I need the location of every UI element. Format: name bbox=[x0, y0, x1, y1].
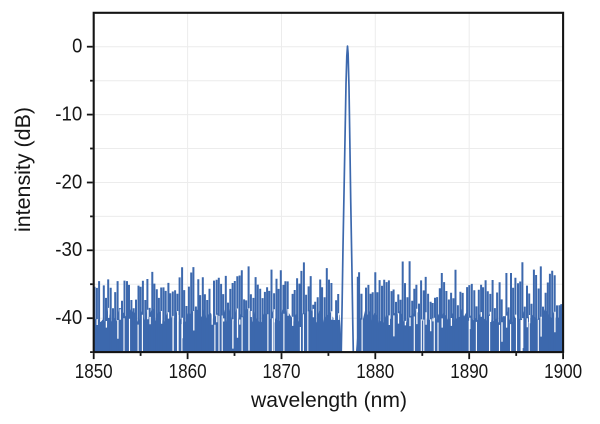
svg-text:-40: -40 bbox=[55, 306, 82, 329]
svg-text:0: 0 bbox=[72, 35, 82, 58]
svg-text:1870: 1870 bbox=[263, 360, 301, 383]
svg-text:intensity (dB): intensity (dB) bbox=[11, 107, 35, 232]
svg-text:1860: 1860 bbox=[169, 360, 207, 383]
svg-text:-10: -10 bbox=[55, 102, 82, 125]
svg-text:1900: 1900 bbox=[544, 360, 582, 383]
svg-text:wavelength (nm): wavelength (nm) bbox=[250, 388, 407, 412]
svg-text:1850: 1850 bbox=[75, 360, 113, 383]
svg-text:-30: -30 bbox=[55, 238, 82, 261]
svg-text:1880: 1880 bbox=[356, 360, 394, 383]
svg-text:-20: -20 bbox=[55, 170, 82, 193]
svg-text:1890: 1890 bbox=[450, 360, 488, 383]
